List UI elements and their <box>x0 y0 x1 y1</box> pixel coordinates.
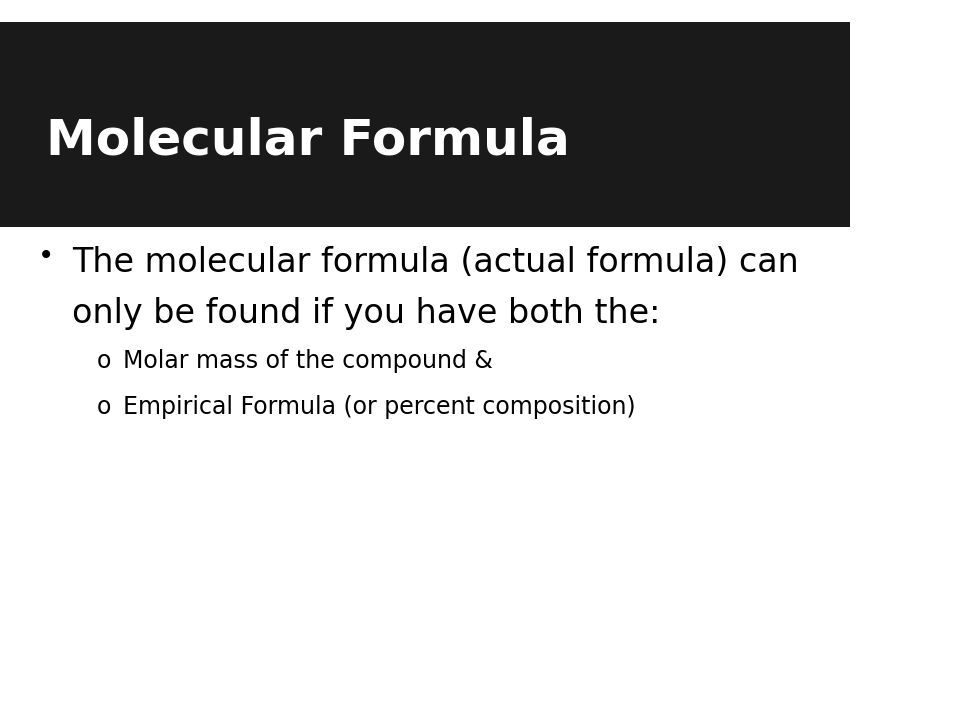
Text: o: o <box>97 349 110 374</box>
Text: The molecular formula (actual formula) can: The molecular formula (actual formula) c… <box>72 246 799 279</box>
Text: Empirical Formula (or percent composition): Empirical Formula (or percent compositio… <box>123 395 636 419</box>
Text: o: o <box>97 395 110 419</box>
Text: Molecular Formula: Molecular Formula <box>46 117 570 165</box>
FancyBboxPatch shape <box>0 22 850 227</box>
Text: •: • <box>38 242 54 269</box>
Text: only be found if you have both the:: only be found if you have both the: <box>72 297 660 330</box>
Text: Molar mass of the compound &: Molar mass of the compound & <box>123 349 492 374</box>
